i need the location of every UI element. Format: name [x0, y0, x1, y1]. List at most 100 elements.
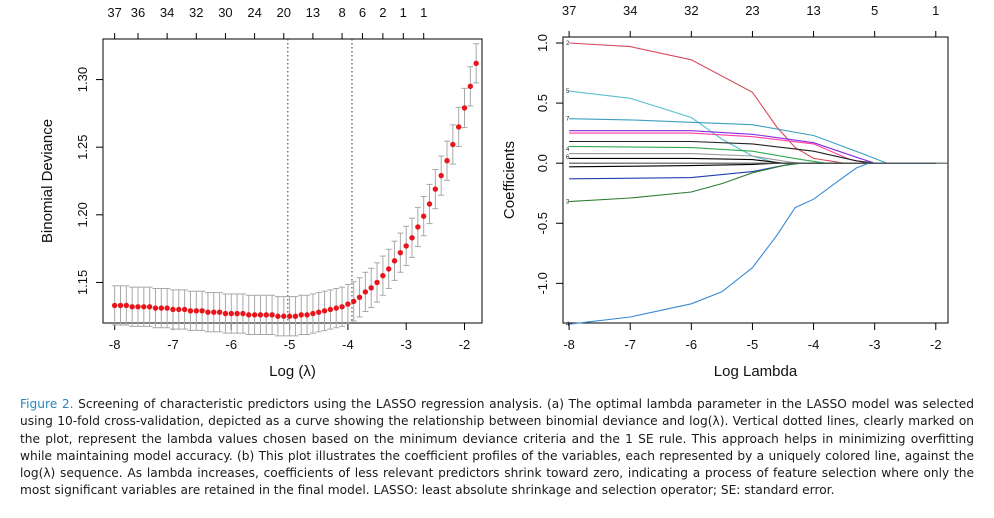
deviance-point [455, 124, 462, 130]
top-tick-label: 36 [131, 5, 145, 20]
x-tick-label: -2 [459, 337, 471, 352]
deviance-point [339, 304, 345, 310]
y-axis-label: Coefficients [501, 141, 518, 219]
deviance-point [426, 201, 433, 207]
deviance-point [374, 279, 380, 286]
x-tick-label: -7 [624, 337, 636, 352]
coefficient-path-line [569, 90, 936, 164]
x-tick-label: -7 [167, 337, 179, 352]
y-tick-label: 0.0 [535, 154, 550, 172]
figure-caption: Figure 2. Screening of characteristic pr… [20, 396, 974, 500]
plot-frame [102, 38, 483, 324]
deviance-point [333, 305, 339, 311]
deviance-point [117, 302, 124, 309]
deviance-point [345, 301, 351, 307]
variable-index-label: 2 [566, 41, 570, 47]
x-tick-label: -4 [342, 337, 354, 352]
deviance-point [216, 309, 223, 315]
top-tick-label: 6 [359, 5, 366, 20]
deviance-point [129, 304, 135, 310]
x-axis-label: Log Lambda [714, 363, 798, 380]
x-tick-label: -2 [930, 337, 942, 352]
deviance-point [111, 302, 118, 309]
deviance-point [403, 243, 409, 249]
deviance-point [281, 313, 287, 319]
deviance-point [461, 105, 468, 111]
deviance-point [257, 312, 264, 318]
variable-index-label: 5 [566, 89, 570, 95]
top-tick-label: 32 [189, 5, 203, 20]
top-tick-label: 37 [562, 3, 576, 18]
deviance-point [205, 309, 211, 315]
deviance-point [146, 304, 153, 310]
deviance-point [193, 308, 199, 314]
top-tick-label: 34 [160, 5, 174, 20]
top-tick-label: 5 [871, 3, 878, 18]
deviance-point [187, 308, 194, 314]
deviance-point [321, 308, 328, 314]
deviance-point [386, 266, 392, 272]
deviance-point [415, 224, 421, 230]
deviance-point [123, 302, 130, 309]
x-tick-label: -6 [225, 337, 237, 352]
deviance-point [170, 306, 176, 313]
deviance-point [327, 306, 334, 313]
caption-text: Screening of characteristic predictors u… [20, 397, 974, 498]
deviance-point [356, 294, 363, 301]
variable-index-label: 7 [566, 117, 570, 123]
top-tick-label: 13 [306, 5, 320, 20]
top-tick-label: 20 [277, 5, 291, 20]
deviance-point [181, 306, 188, 313]
deviance-point [176, 306, 182, 313]
top-tick-label: 1 [400, 5, 407, 20]
deviance-point [409, 235, 415, 241]
deviance-point [164, 305, 170, 311]
deviance-point [263, 312, 269, 318]
top-tick-label: 2 [379, 5, 386, 20]
x-tick-label: -4 [808, 337, 820, 352]
variable-index-label: 3 [566, 200, 570, 206]
deviance-point [316, 309, 322, 315]
deviance-point [444, 158, 450, 164]
deviance-point [450, 141, 456, 148]
deviance-point [275, 313, 281, 319]
deviance-point [211, 309, 217, 315]
top-tick-label: 23 [745, 3, 759, 18]
deviance-point [391, 258, 398, 264]
deviance-point [380, 272, 386, 279]
panel-a-cv-deviance-plot: -8 -7 -6 -5 -4 -3 -2 1.15 1.20 1.25 1.30 37 36 34 32 30… [39, 5, 483, 380]
deviance-point [351, 298, 357, 305]
deviance-point [362, 289, 369, 295]
deviance-point [251, 312, 258, 318]
x-axis-label: Log (λ) [269, 363, 316, 380]
deviance-point [304, 312, 310, 318]
x-tick-label: -6 [686, 337, 698, 352]
variable-index-label: 4 [566, 322, 570, 328]
y-tick-label: 0.5 [535, 94, 550, 112]
plot-frame [562, 36, 949, 324]
deviance-point [292, 313, 299, 319]
y-tick-label: 1.25 [75, 135, 90, 160]
top-tick-label: 30 [218, 5, 232, 20]
top-tick-label: 24 [247, 5, 261, 20]
top-tick-label: 1 [420, 5, 427, 20]
caption-label: Figure 2. [20, 397, 74, 411]
top-tick-label: 34 [623, 3, 637, 18]
deviance-point [240, 310, 246, 317]
deviance-point [222, 310, 229, 317]
deviance-point [368, 285, 374, 291]
y-axis-label: Binomial Deviance [39, 119, 56, 243]
x-tick-label: -8 [563, 337, 575, 352]
deviance-point [269, 312, 275, 318]
top-tick-label: 32 [684, 3, 698, 18]
deviance-point [467, 83, 474, 90]
top-tick-label: 37 [107, 5, 121, 20]
y-tick-label: -1.0 [535, 272, 550, 294]
y-tick-label: 1.20 [75, 202, 90, 227]
coefficient-path-line [569, 162, 936, 203]
deviance-point [228, 310, 234, 317]
deviance-point [397, 249, 404, 256]
top-tick-label: 13 [806, 3, 820, 18]
x-tick-label: -3 [869, 337, 881, 352]
